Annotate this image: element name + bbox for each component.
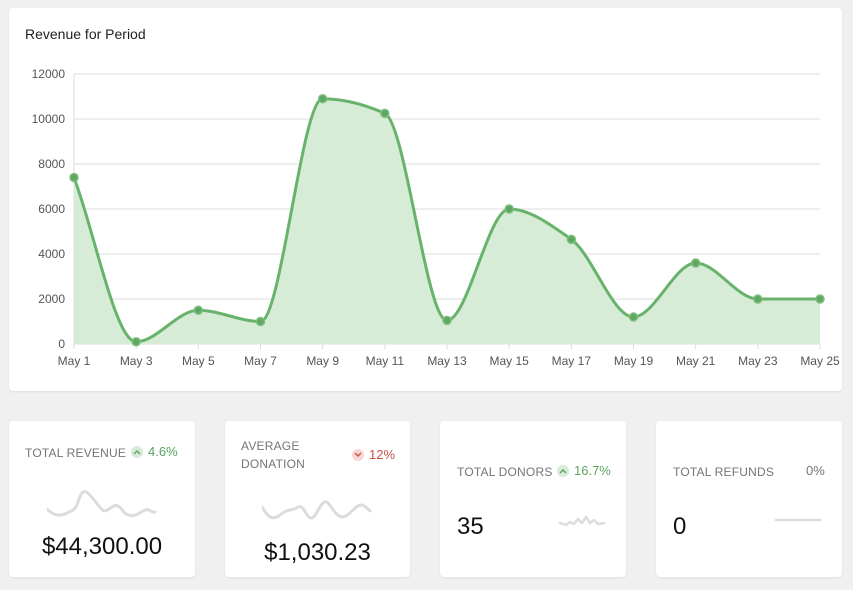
data-point[interactable]: [628, 312, 639, 322]
data-point[interactable]: [69, 172, 79, 183]
data-point[interactable]: [690, 258, 701, 268]
arrow-up-icon: [557, 464, 569, 477]
revenue-chart-card: 0 2000 4000 6000 8000 10000 12000 May 1 May 3 May…: [9, 8, 842, 391]
data-point[interactable]: [566, 234, 577, 245]
revenue-sparkline: [47, 490, 157, 518]
stat-label: TOTAL DONORS: [457, 465, 553, 479]
data-point[interactable]: [753, 294, 763, 304]
area-fill: [74, 98, 820, 344]
stat-value: 35: [457, 513, 484, 540]
data-point[interactable]: [193, 305, 204, 315]
data-point[interactable]: [815, 294, 825, 304]
stat-value: 0: [673, 513, 687, 540]
y-tick-label: 0: [58, 337, 65, 351]
arrow-down-icon: [352, 448, 364, 461]
x-tick-label: May 23: [738, 354, 778, 368]
y-tick-label: 6000: [38, 202, 65, 216]
stat-card-total-refunds: TOTAL REFUNDS 0% 0: [656, 421, 842, 577]
stat-card-total-donors: TOTAL DONORS 16.7% 35: [440, 421, 626, 577]
stat-change: 0%: [806, 463, 825, 478]
x-tick-label: May 11: [366, 354, 405, 368]
x-tick-label: May 19: [614, 354, 654, 368]
x-tick-label: May 5: [182, 354, 215, 368]
y-tick-label: 10000: [32, 112, 66, 126]
arrow-up-icon: [131, 445, 143, 458]
x-tick-label: May 17: [552, 354, 592, 368]
stat-label-line2: DONATION: [241, 457, 306, 471]
total-refunds-sparkline: [774, 518, 822, 522]
y-tick-label: 8000: [38, 157, 65, 171]
x-tick-label: May 3: [120, 354, 153, 368]
stat-card-average-donation: AVERAGE DONATION 12% $1,030.23: [225, 421, 410, 577]
stat-card-total-revenue: TOTAL REVENUE 4.6% $44,300.00: [9, 421, 195, 577]
stat-change: 16.7%: [557, 463, 611, 478]
stat-change-value: 16.7%: [574, 463, 611, 478]
x-tick-label: May 7: [244, 354, 277, 368]
chart-title: Revenue for Period: [25, 26, 146, 42]
stat-value: $44,300.00: [41, 533, 163, 560]
data-point[interactable]: [255, 316, 266, 327]
stat-label: TOTAL REFUNDS: [673, 465, 775, 479]
data-point[interactable]: [504, 204, 514, 214]
stat-label: TOTAL REVENUE: [25, 446, 127, 460]
y-tick-label: 2000: [38, 292, 65, 306]
total-donors-sparkline: [558, 515, 606, 527]
stat-label: AVERAGE DONATION: [241, 437, 305, 473]
data-point[interactable]: [442, 315, 452, 326]
y-tick-label: 12000: [32, 67, 66, 81]
revenue-chart: 0 2000 4000 6000 8000 10000 12000 May 1 May 3 May…: [32, 67, 840, 368]
stat-change-value: 0%: [806, 463, 825, 478]
x-tick-label: May 9: [306, 354, 339, 368]
data-point[interactable]: [380, 108, 390, 119]
stat-value: $1,030.23: [264, 539, 371, 566]
average-donation-sparkline: [262, 500, 372, 520]
y-tick-label: 4000: [38, 247, 65, 261]
stat-change: 4.6%: [131, 444, 178, 459]
x-tick-label: May 25: [800, 354, 840, 368]
x-tick-label: May 21: [676, 354, 716, 368]
stat-change: 12%: [352, 447, 395, 462]
stat-change-value: 12%: [369, 447, 396, 462]
x-tick-label: May 13: [427, 354, 467, 368]
data-point[interactable]: [131, 337, 141, 347]
stat-change-value: 4.6%: [148, 444, 178, 459]
x-tick-label: May 15: [489, 354, 529, 368]
x-tick-label: May 1: [58, 354, 91, 368]
stat-label-line1: AVERAGE: [241, 439, 300, 453]
data-point[interactable]: [317, 94, 328, 104]
